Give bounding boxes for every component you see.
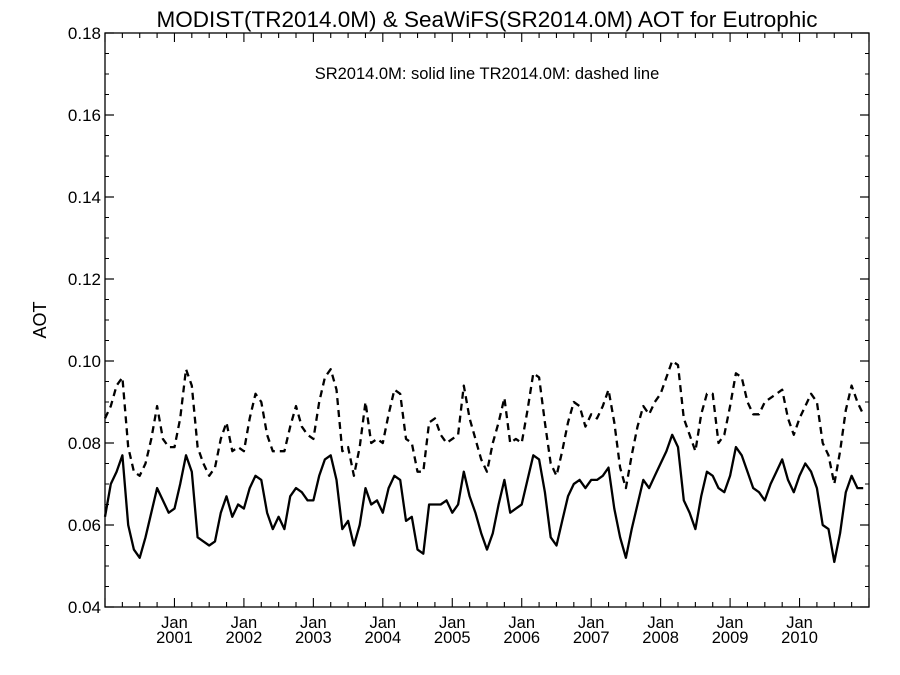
x-tick-year-label: 2003 [295,629,332,647]
x-tick-month-label: Jan [370,614,397,632]
x-tick-month-label: Jan [508,614,535,632]
y-tick-label: 0.06 [68,516,101,535]
series-line-tr2014-0m [103,359,865,490]
x-tick-year-label: 2006 [503,629,540,647]
y-tick-label: 0.14 [68,188,101,207]
x-tick-month-label: Jan [161,614,188,632]
x-tick-year-label: 2008 [642,629,679,647]
chart-annotation: SR2014.0M: solid line TR2014.0M: dashed … [315,65,660,83]
x-tick-year-label: 2004 [364,629,401,647]
y-tick-label: 0.16 [68,106,101,125]
x-tick-month-label: Jan [231,614,258,632]
y-tick-label: 0.18 [68,24,101,43]
y-tick-label: 0.10 [68,352,101,371]
x-tick-month-label: Jan [647,614,674,632]
x-tick-year-label: 2002 [226,629,263,647]
x-tick-year-label: 2007 [573,629,610,647]
x-tick-month-label: Jan [578,614,605,632]
y-tick-label: 0.12 [68,270,101,289]
x-tick-year-label: 2005 [434,629,471,647]
x-tick-month-label: Jan [717,614,744,632]
series-layer [103,359,865,564]
x-tick-year-label: 2009 [712,629,749,647]
x-tick-month-label: Jan [439,614,466,632]
y-tick-label: 0.04 [68,598,101,617]
x-axis: Jan2001Jan2002Jan2003Jan2004Jan2005Jan20… [104,33,870,647]
x-tick-month-label: Jan [786,614,813,632]
y-axis-label: AOT [30,301,50,338]
x-tick-year-label: 2001 [156,629,193,647]
x-tick-year-label: 2010 [781,629,818,647]
y-tick-label: 0.08 [68,434,101,453]
y-axis: 0.04 0.06 0.08 0.10 0.12 0.14 0.16 0.18 [68,24,869,617]
x-tick-month-label: Jan [300,614,327,632]
series-line-sr2014-0m [103,433,864,564]
chart-title: MODIST(TR2014.0M) & SeaWiFS(SR2014.0M) A… [156,7,817,32]
